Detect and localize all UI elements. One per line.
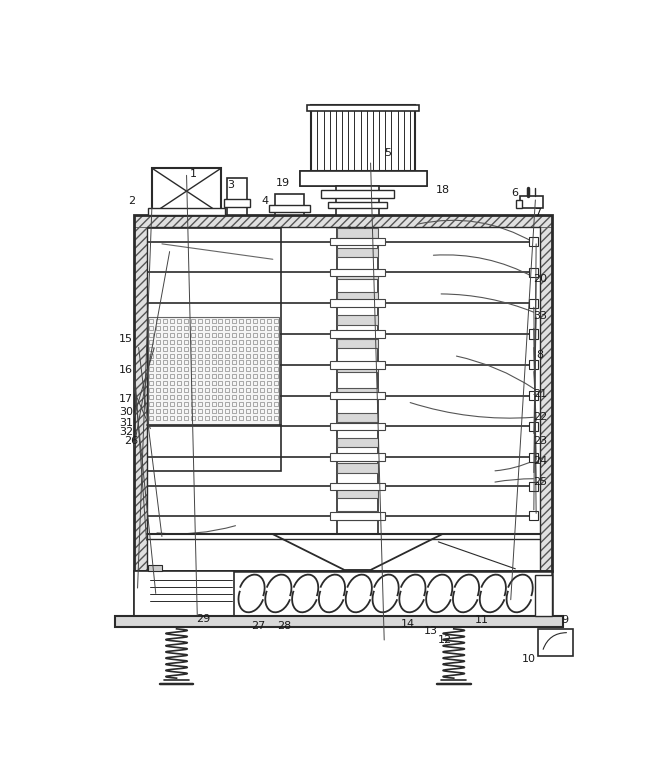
Bar [529,237,539,246]
Text: 17: 17 [119,394,133,405]
Bar [337,292,378,301]
Bar [337,229,378,237]
Text: 1: 1 [190,169,197,179]
Bar [529,330,539,339]
Bar [312,105,415,171]
Bar [148,317,279,425]
Bar [269,205,310,212]
Text: 25: 25 [533,476,547,487]
Bar [330,299,385,307]
Bar [529,298,539,308]
Text: 2: 2 [128,196,135,205]
Bar [134,571,552,615]
Bar [337,489,378,498]
Text: 8: 8 [537,351,544,360]
Text: 18: 18 [436,185,449,195]
Bar [300,171,427,186]
Bar [540,215,552,571]
Bar [330,453,385,461]
Text: 13: 13 [424,626,438,636]
Text: 21: 21 [533,390,547,399]
Bar [337,248,378,257]
Bar [330,483,385,490]
Bar [336,186,379,216]
Bar [529,268,539,277]
Bar [520,196,543,209]
Bar [227,178,248,215]
Text: 16: 16 [119,366,133,376]
Bar [337,269,378,279]
Bar [275,194,304,215]
Bar [147,229,280,471]
Bar [330,392,385,399]
Bar [529,452,539,462]
Bar [337,463,378,473]
Text: 26: 26 [124,437,138,446]
Bar [529,482,539,491]
Text: 24: 24 [533,455,547,465]
Bar [516,200,522,208]
Text: 20: 20 [533,274,547,284]
Text: 15: 15 [119,334,133,344]
Bar [330,361,385,369]
Text: 3: 3 [227,180,234,190]
Bar [134,608,552,615]
Text: 10: 10 [522,654,536,664]
Bar [134,571,148,615]
Bar [115,615,563,626]
Bar [148,209,225,215]
Bar [337,388,378,397]
Text: 28: 28 [277,621,291,631]
Bar [134,571,234,615]
Bar [529,422,539,431]
Text: 27: 27 [251,621,265,631]
Bar [337,412,378,422]
Text: 30: 30 [119,408,133,418]
Bar [148,565,162,571]
Bar [529,511,539,520]
Bar [337,511,378,520]
Bar [330,512,385,519]
Bar [321,190,395,198]
Bar [529,391,539,400]
Bar [134,571,552,579]
Bar [152,168,221,215]
Text: 4: 4 [261,196,268,205]
Text: 31: 31 [119,419,133,428]
Text: 29: 29 [197,614,211,624]
Bar [529,360,539,369]
Text: 7: 7 [535,208,542,218]
Bar [328,201,387,208]
Bar [337,339,378,348]
Bar [330,237,385,245]
Text: 33: 33 [533,311,547,321]
Bar [337,316,378,325]
Bar [535,575,552,615]
Bar [300,171,427,186]
Bar [330,269,385,276]
Bar [337,438,378,448]
Bar [308,105,419,112]
Text: 22: 22 [533,412,547,423]
Text: 9: 9 [561,615,568,625]
Bar [134,215,552,227]
Bar [330,330,385,338]
Text: 6: 6 [511,188,518,198]
Text: 14: 14 [401,619,415,629]
Text: 19: 19 [277,178,290,187]
Text: 23: 23 [533,437,547,446]
Text: 5: 5 [385,148,391,158]
Bar [134,215,552,571]
Bar [134,215,147,571]
Bar [348,569,367,577]
Bar [330,423,385,430]
Text: 32: 32 [119,427,133,437]
Bar [337,229,378,534]
Bar [147,227,540,571]
Bar [337,363,378,373]
Text: 12: 12 [438,635,452,645]
Bar [224,199,249,207]
Text: 11: 11 [475,615,488,625]
Bar [539,629,573,656]
